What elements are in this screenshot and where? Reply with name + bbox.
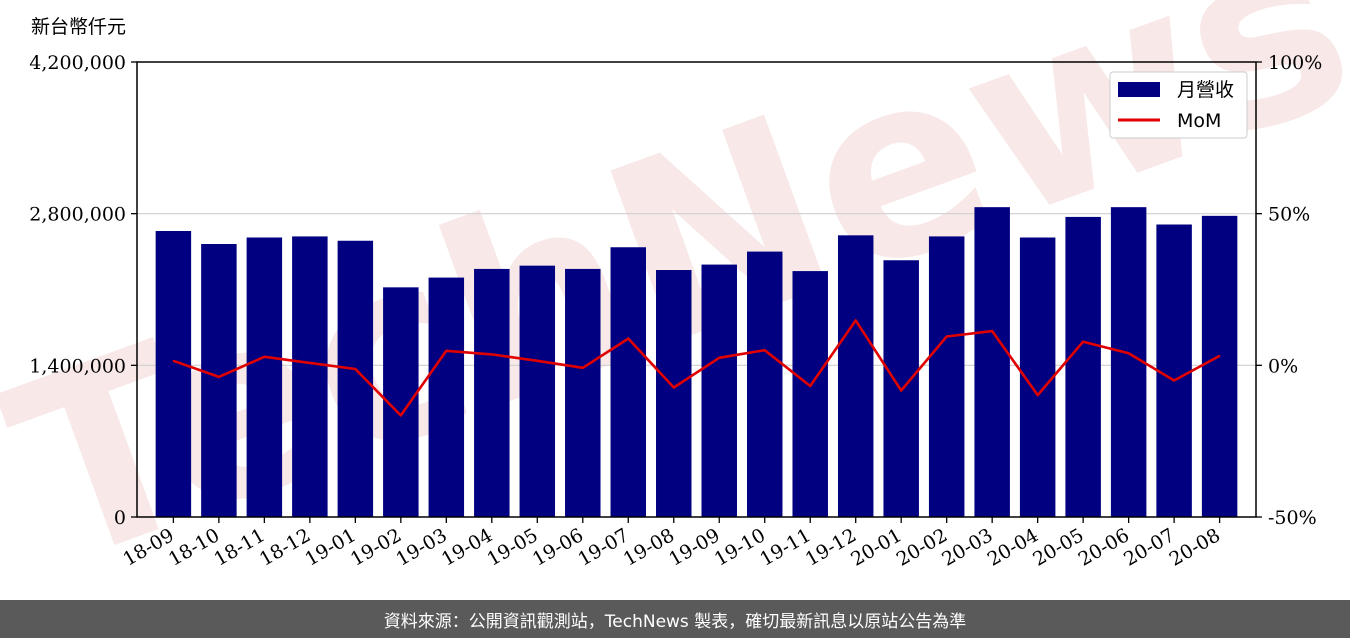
revenue-bar-19-06 — [565, 268, 601, 517]
revenue-bar-19-04 — [474, 268, 510, 517]
plot-frame — [136, 61, 1257, 518]
source-footer: 資料來源：公開資訊觀測站，TechNews 製表，確切最新訊息以原站公告為準 — [0, 600, 1350, 638]
revenue-bar-19-10 — [746, 251, 783, 518]
x-tick-label: 19-07 — [574, 524, 632, 570]
mom-point-19-08 — [672, 386, 675, 389]
mom-point-19-04 — [491, 353, 493, 356]
revenue-bar-19-12 — [837, 235, 874, 518]
x-tick-label: 20-01 — [847, 524, 905, 570]
x-tick-label: 20-04 — [984, 524, 1042, 570]
x-tick-label: 19-03 — [392, 524, 450, 570]
chart: TechNews 01,400,0002,800,0004,200,000-50… — [0, 0, 1350, 600]
x-tick-label: 20-03 — [938, 524, 996, 570]
x-tick-label: 19-02 — [347, 524, 405, 570]
mom-point-20-03 — [991, 330, 993, 332]
revenue-bar-20-03 — [974, 207, 1010, 517]
x-tick-label: 19-12 — [802, 524, 860, 570]
left-tick-label: 2,800,000 — [29, 204, 126, 226]
mom-point-20-06 — [1127, 352, 1130, 355]
revenue-bar-18-10 — [201, 244, 237, 517]
left-tick-label: 0 — [114, 507, 126, 529]
right-tick-label: 0% — [1268, 355, 1298, 377]
right-tick-label: -50% — [1268, 507, 1317, 529]
mom-point-19-12 — [854, 319, 857, 322]
x-tick-label: 19-10 — [711, 524, 769, 570]
x-tick-label: 19-09 — [665, 524, 723, 570]
x-tick-label: 20-02 — [893, 524, 951, 570]
revenue-bar-19-09 — [701, 264, 737, 517]
x-tick-label: 20-07 — [1120, 524, 1178, 570]
mom-point-20-08 — [1218, 355, 1221, 357]
x-tick-label: 20-08 — [1166, 524, 1224, 570]
mom-point-19-05 — [536, 359, 539, 362]
revenue-bar-19-03 — [428, 277, 465, 517]
revenue-bar-20-06 — [1110, 207, 1147, 517]
revenue-bar-19-11 — [792, 271, 828, 517]
revenue-bar-20-07 — [1156, 224, 1192, 517]
mom-point-20-02 — [945, 335, 948, 338]
mom-point-20-07 — [1173, 379, 1175, 382]
revenue-bar-18-12 — [292, 236, 328, 517]
mom-point-19-10 — [763, 349, 766, 351]
mom-line — [172, 319, 1221, 417]
mom-point-19-11 — [809, 385, 812, 387]
x-tick-label: 19-11 — [756, 524, 814, 570]
mom-point-18-09 — [172, 359, 175, 362]
left-tick-label: 4,200,000 — [29, 52, 126, 74]
mom-point-20-01 — [900, 389, 902, 392]
revenue-bar-20-05 — [1065, 216, 1101, 517]
mom-point-18-10 — [218, 376, 220, 378]
source-footer-text: 資料來源：公開資訊觀測站，TechNews 製表，確切最新訊息以原站公告為準 — [383, 611, 967, 632]
mom-point-20-05 — [1082, 340, 1084, 343]
revenue-bars — [155, 207, 1238, 518]
right-tick-label: 100% — [1268, 52, 1322, 74]
legend-revenue-swatch — [1118, 82, 1160, 97]
mom-point-19-06 — [581, 366, 584, 369]
revenue-bar-19-05 — [519, 265, 556, 517]
right-tick-label: 50% — [1268, 204, 1310, 226]
legend-mom-label: MoM — [1177, 110, 1221, 132]
mom-point-19-02 — [400, 414, 402, 417]
revenue-bar-20-08 — [1201, 215, 1238, 518]
x-tick-label: 19-05 — [483, 524, 541, 570]
mom-point-18-11 — [263, 356, 266, 358]
revenue-bar-18-11 — [246, 237, 283, 517]
x-tick-label: 20-05 — [1029, 524, 1087, 570]
revenue-bar-18-09 — [155, 231, 192, 517]
unit-label: 新台幣仟元 — [31, 16, 126, 38]
x-tick-label: 19-06 — [529, 524, 587, 570]
x-tick-label: 19-04 — [438, 524, 496, 570]
left-tick-label: 1,400,000 — [29, 355, 126, 377]
revenue-bar-19-07 — [610, 247, 647, 517]
mom-point-19-01 — [354, 368, 357, 370]
mom-series-line — [172, 319, 1221, 417]
mom-point-18-12 — [309, 362, 311, 364]
mom-point-19-03 — [445, 349, 448, 352]
mom-point-20-04 — [1036, 394, 1039, 396]
mom-point-19-09 — [718, 356, 721, 359]
revenue-bar-20-02 — [928, 236, 965, 517]
revenue-bar-19-08 — [656, 270, 692, 517]
mom-point-19-07 — [627, 337, 630, 340]
legend: 月營收 MoM — [1109, 71, 1248, 139]
x-tick-label: 20-06 — [1075, 524, 1133, 570]
revenue-bar-19-01 — [337, 240, 374, 517]
x-tick-label: 19-08 — [620, 524, 678, 570]
legend-revenue-label: 月營收 — [1177, 79, 1234, 101]
